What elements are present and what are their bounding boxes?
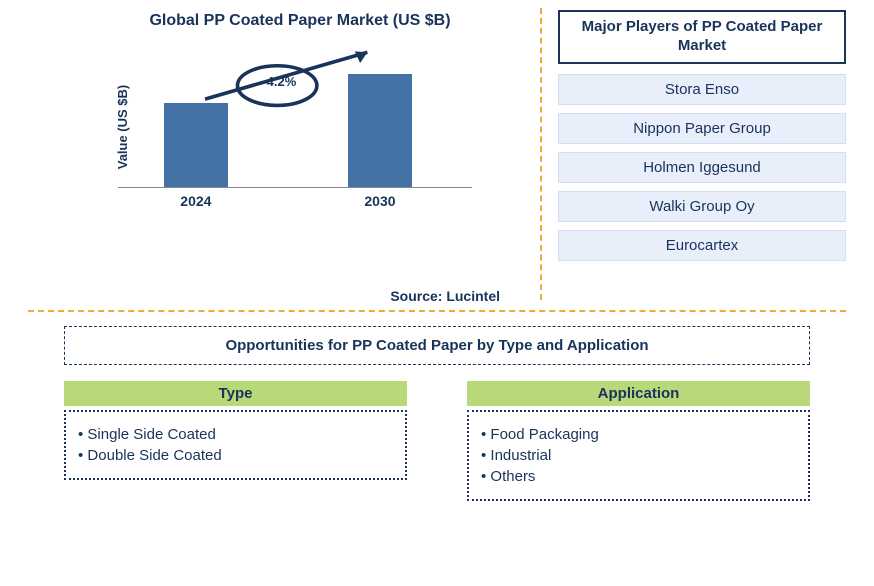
- opportunities-section: Opportunities for PP Coated Paper by Typ…: [0, 312, 874, 501]
- list-item-label: Industrial: [490, 447, 551, 464]
- players-panel: Major Players of PP Coated Paper Market …: [540, 0, 874, 310]
- top-section: Global PP Coated Paper Market (US $B) Va…: [0, 0, 874, 310]
- source-label: Source: Lucintel: [0, 288, 500, 304]
- player-item: Stora Enso: [558, 74, 846, 105]
- opportunity-col-type: Type • Single Side Coated • Double Side …: [64, 381, 407, 501]
- opportunities-title: Opportunities for PP Coated Paper by Typ…: [64, 326, 810, 365]
- player-item: Walki Group Oy: [558, 191, 846, 222]
- col-box-type: • Single Side Coated • Double Side Coate…: [64, 410, 407, 480]
- player-item: Eurocartex: [558, 230, 846, 261]
- chart-panel: Global PP Coated Paper Market (US $B) Va…: [0, 0, 540, 310]
- chart-plot-area: 2024 2030 4.2%: [118, 42, 472, 188]
- col-header-application: Application: [467, 381, 810, 406]
- list-item-label: Others: [490, 468, 535, 485]
- chart-title: Global PP Coated Paper Market (US $B): [88, 12, 512, 30]
- col-box-application: • Food Packaging • Industrial • Others: [467, 410, 810, 501]
- col-header-type: Type: [64, 381, 407, 406]
- list-item: • Industrial: [481, 447, 796, 464]
- list-item-label: Single Side Coated: [87, 426, 215, 443]
- player-item: Holmen Iggesund: [558, 152, 846, 183]
- xlabel-2030: 2030: [364, 193, 395, 209]
- list-item: • Others: [481, 468, 796, 485]
- bar-chart: Value (US $B) 2024 2030 4.2%: [88, 42, 512, 212]
- opportunity-col-application: Application • Food Packaging • Industria…: [467, 381, 810, 501]
- players-title: Major Players of PP Coated Paper Market: [558, 10, 846, 64]
- list-item-label: Double Side Coated: [87, 447, 221, 464]
- growth-label: 4.2%: [267, 74, 297, 89]
- list-item-label: Food Packaging: [490, 426, 598, 443]
- player-item: Nippon Paper Group: [558, 113, 846, 144]
- opportunity-columns: Type • Single Side Coated • Double Side …: [64, 381, 810, 501]
- vertical-divider: [540, 8, 542, 300]
- list-item: • Single Side Coated: [78, 426, 393, 443]
- list-item: • Double Side Coated: [78, 447, 393, 464]
- list-item: • Food Packaging: [481, 426, 796, 443]
- xlabel-2024: 2024: [180, 193, 211, 209]
